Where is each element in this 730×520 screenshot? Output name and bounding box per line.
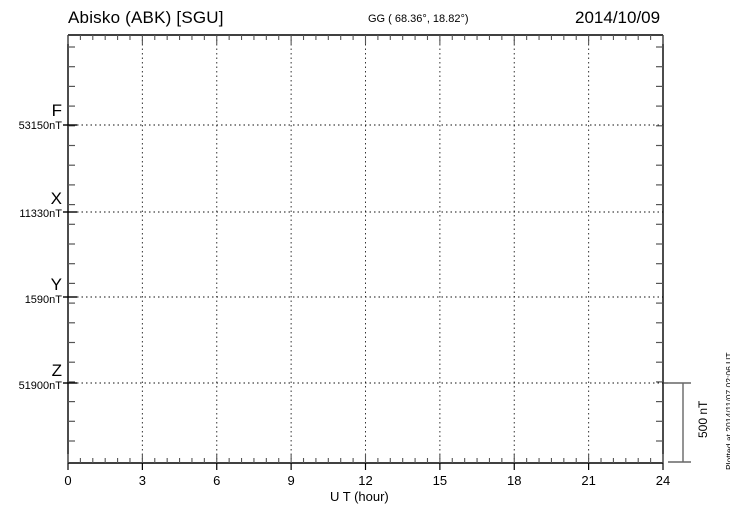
trace-baseline-x: 11330nT [19,208,62,220]
x-tick-label: 24 [656,473,670,488]
trace-component-z: Z [51,361,62,380]
x-tick-label: 12 [358,473,372,488]
x-tick-label: 3 [139,473,146,488]
trace-label-x: X 11330nT [0,190,62,221]
x-tick-label: 9 [288,473,295,488]
x-tick-label: 18 [507,473,521,488]
trace-label-y: Y 1590nT [0,276,62,307]
trace-label-z: Z 51900nT [0,362,62,393]
trace-component-f: F [51,101,62,120]
scale-bar-label: 500 nT [696,400,710,438]
x-tick-label: 6 [213,473,220,488]
x-axis-title: U T (hour) [330,489,389,504]
x-tick-label: 0 [64,473,71,488]
trace-baseline-z: 51900nT [18,380,62,392]
geographic-coordinates: GG ( 68.36°, 18.82°) [368,13,469,25]
grid-layer [141,35,590,463]
baseline-layer [68,124,663,384]
x-tick-label: 15 [433,473,447,488]
x-axis-tick-labels: 0 3 6 9 12 15 18 21 24 [64,473,670,488]
trace-component-y: Y [50,275,62,294]
trace-component-x: X [50,189,62,208]
trace-label-f: F 53150nT [0,102,62,133]
trace-baseline-y: 1590nT [24,294,62,306]
x-tick-label: 21 [581,473,595,488]
plot-frame [63,34,664,470]
scale-bar [663,382,691,463]
plotted-timestamp: Plotted at 2014/11/07 02:06 UT [724,352,730,470]
plot-date: 2014/10/09 [575,8,661,27]
station-title: Abisko (ABK) [SGU] [68,8,224,27]
trace-baseline-f: 53150nT [18,120,62,132]
